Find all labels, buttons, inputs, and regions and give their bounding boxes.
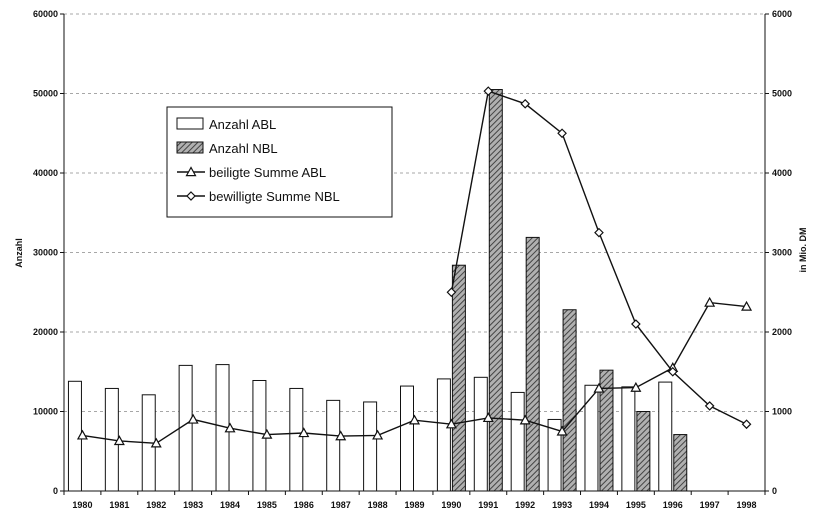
- point-summe-nbl: [483, 86, 494, 96]
- x-tick-label: 1997: [700, 500, 720, 510]
- point-summe-abl: [556, 425, 568, 436]
- bar-anzahl-abl: [473, 376, 488, 492]
- bar-anzahl-nbl: [636, 411, 651, 492]
- bar-anzahl-nbl: [562, 309, 577, 492]
- legend-marker-triangle: [185, 166, 197, 177]
- y2-tick-label: 2000: [772, 327, 792, 337]
- y-tick-label: 50000: [33, 89, 58, 99]
- point-summe-abl: [593, 382, 605, 393]
- point-summe-nbl: [557, 128, 567, 139]
- y2-tick-label: 0: [772, 486, 777, 496]
- x-tick-label: 1985: [257, 500, 277, 510]
- y2-tick-label: 1000: [772, 407, 792, 417]
- x-tick-label: 1995: [626, 500, 646, 510]
- bar-anzahl-nbl: [451, 264, 466, 492]
- tick-labels: 0 10000 20000 30000 40000 50000 60000 0 1000 2000…: [33, 9, 792, 510]
- legend-label: Anzahl NBL: [209, 141, 278, 156]
- point-summe-nbl: [520, 98, 531, 109]
- y-tick-label: 10000: [33, 407, 58, 417]
- point-summe-abl: [113, 435, 125, 446]
- y-tick-label: 60000: [33, 9, 58, 19]
- legend-box: [166, 106, 393, 218]
- x-tick-label: 1990: [441, 500, 461, 510]
- legend-swatch: [176, 141, 204, 154]
- x-tick-label: 1981: [109, 500, 129, 510]
- point-summe-abl: [76, 429, 88, 440]
- point-summe-abl: [704, 296, 716, 307]
- point-summe-abl: [224, 422, 236, 433]
- point-summe-abl: [408, 414, 421, 425]
- bar-anzahl-abl: [510, 391, 525, 492]
- x-tick-label: 1982: [146, 500, 166, 510]
- bar-anzahl-abl: [436, 378, 451, 492]
- x-tick-label: 1986: [294, 500, 314, 510]
- y-tick-label: 0: [53, 486, 58, 496]
- bar-anzahl-nbl: [673, 434, 688, 492]
- point-summe-abl: [335, 430, 347, 441]
- y2-tick-label: 3000: [772, 248, 792, 258]
- x-tick-label: 1993: [552, 500, 572, 510]
- bar-anzahl-nbl: [525, 236, 540, 492]
- y-tick-label: 30000: [33, 248, 58, 258]
- x-tick-label: 1989: [404, 500, 424, 510]
- point-summe-abl: [372, 429, 384, 440]
- point-summe-abl: [150, 437, 162, 448]
- bar-anzahl-abl: [363, 401, 378, 492]
- point-summe-abl: [519, 414, 531, 425]
- x-tick-label: 1983: [183, 500, 203, 510]
- point-summe-abl: [298, 427, 310, 438]
- bar-anzahl-abl: [326, 399, 341, 492]
- series-lines: [76, 86, 753, 448]
- bar-anzahl-abl: [621, 386, 636, 492]
- point-summe-nbl: [704, 401, 715, 411]
- x-tick-label: 1984: [220, 500, 240, 510]
- y-tick-label: 40000: [33, 168, 58, 178]
- y2-tick-label: 5000: [772, 89, 792, 99]
- point-summe-abl: [445, 418, 457, 429]
- y2-axis-label: in Mio. DM: [798, 228, 808, 273]
- y2-tick-label: 6000: [772, 9, 792, 19]
- bar-anzahl-abl: [584, 384, 599, 492]
- y-axis-label: Anzahl: [14, 238, 24, 268]
- x-tick-label: 1998: [737, 500, 757, 510]
- point-summe-nbl: [741, 419, 752, 430]
- legend-label: bewilligte Summe NBL: [209, 189, 340, 204]
- x-tick-label: 1991: [478, 500, 498, 510]
- y2-tick-label: 4000: [772, 168, 792, 178]
- legend-marker-diamond: [186, 191, 196, 201]
- bar-anzahl-abl: [289, 387, 304, 492]
- point-summe-abl: [482, 412, 494, 423]
- point-summe-nbl: [594, 227, 604, 238]
- x-tick-label: 1994: [589, 500, 609, 510]
- point-summe-abl: [261, 428, 273, 439]
- y-tick-label: 20000: [33, 327, 58, 337]
- point-summe-nbl: [667, 366, 678, 377]
- x-tick-label: 1992: [515, 500, 535, 510]
- bar-anzahl-abl: [178, 364, 193, 492]
- x-tick-label: 1980: [72, 500, 92, 510]
- legend-swatch: [176, 117, 204, 130]
- bar-anzahl-abl: [400, 385, 414, 492]
- bar-anzahl-abl: [658, 381, 673, 492]
- legend: Anzahl ABL Anzahl NBL beiligte Summe ABL be…: [166, 106, 393, 218]
- legend-label: beiligte Summe ABL: [209, 165, 326, 180]
- point-summe-abl: [630, 381, 642, 392]
- x-tick-label: 1988: [368, 500, 388, 510]
- bar-anzahl-nbl: [488, 89, 503, 492]
- point-summe-abl: [741, 300, 753, 311]
- point-summe-nbl: [631, 319, 641, 329]
- bars: [67, 89, 688, 492]
- axes: [60, 13, 769, 495]
- x-tick-label: 1996: [663, 500, 683, 510]
- point-summe-nbl: [446, 287, 457, 298]
- point-summe-abl: [187, 413, 199, 424]
- x-tick-label: 1987: [331, 500, 351, 510]
- legend-label: Anzahl ABL: [209, 117, 276, 132]
